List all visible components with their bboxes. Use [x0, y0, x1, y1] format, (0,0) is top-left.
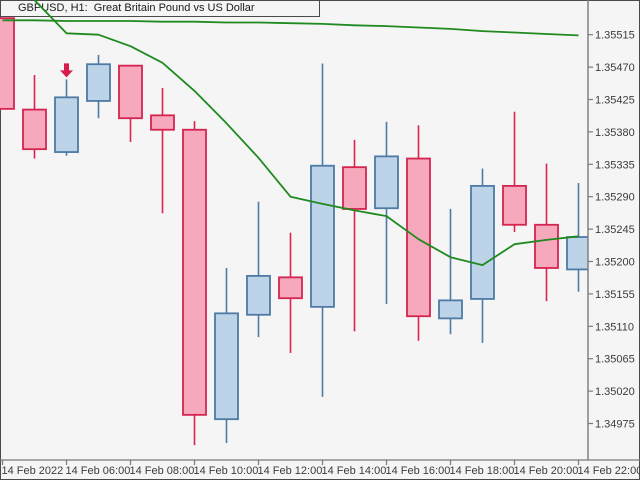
- time-tick-label: 14 Feb 08:00: [130, 465, 195, 477]
- candle-body: [150, 114, 175, 131]
- candle-body: [278, 276, 303, 300]
- candle-body: [470, 184, 495, 300]
- candle-body: [0, 17, 15, 110]
- candle-body: [438, 299, 463, 320]
- candle: [22, 75, 47, 159]
- price-tick-label: 1.35110: [595, 321, 634, 333]
- candle-body: [182, 128, 207, 416]
- candle: [214, 267, 239, 443]
- candle-body: [406, 157, 431, 318]
- ma-fast-line: [33, 0, 579, 267]
- price-tick-label: 1.35155: [595, 289, 635, 301]
- time-tick-label: 14 Feb 10:00: [194, 465, 259, 477]
- candle: [182, 121, 207, 446]
- price-tick-label: 1.35515: [595, 30, 635, 42]
- price-tick-label: 1.35335: [595, 159, 635, 171]
- candle-body: [22, 108, 47, 151]
- time-tick-label: 14 Feb 06:00: [66, 465, 131, 477]
- candle: [342, 139, 367, 332]
- candle-body: [86, 63, 111, 102]
- price-tick-label: 1.35380: [595, 127, 635, 139]
- price-tick-label: 1.35245: [595, 224, 635, 236]
- price-tick-label: 1.34975: [595, 419, 635, 431]
- price-tick-label: 1.35470: [595, 62, 635, 74]
- time-tick-label: 14 Feb 22:00: [578, 465, 640, 477]
- price-tick-label: 1.35020: [595, 386, 635, 398]
- candle-body: [534, 223, 559, 269]
- time-tick-label: 14 Feb 20:00: [514, 465, 579, 477]
- price-tick-label: 1.35065: [595, 354, 635, 366]
- time-tick-label: 14 Feb 2022: [2, 465, 64, 477]
- candle-body: [54, 96, 79, 153]
- candle-body: [374, 155, 399, 210]
- candles-layer: [0, 17, 588, 446]
- time-tick-label: 14 Feb 14:00: [322, 465, 387, 477]
- price-tick-label: 1.35290: [595, 192, 635, 204]
- candle: [374, 121, 399, 304]
- candle-body: [310, 164, 335, 308]
- candle: [502, 111, 527, 232]
- candle: [278, 232, 303, 353]
- time-tick-label: 14 Feb 12:00: [258, 465, 323, 477]
- candle: [406, 125, 431, 341]
- candle-body: [118, 64, 143, 120]
- chart-title: GBPUSD, H1: Great Britain Pound vs US Do…: [18, 2, 255, 14]
- candle: [438, 208, 463, 335]
- candle: [470, 168, 495, 343]
- sell-arrow-marker-icon: [60, 63, 73, 78]
- candle-body: [214, 312, 239, 421]
- candle: [246, 201, 271, 338]
- candle: [118, 64, 143, 142]
- candle: [150, 87, 175, 214]
- candle-body: [502, 184, 527, 226]
- chart-title-bar[interactable]: GBPUSD, H1: Great Britain Pound vs US Do…: [0, 0, 320, 17]
- candle: [54, 79, 79, 156]
- candle: [0, 17, 15, 110]
- candle: [86, 54, 111, 119]
- candle: [310, 63, 335, 397]
- price-tick-label: 1.35200: [595, 257, 635, 269]
- indicator-layer: [2, 0, 579, 267]
- ma-slow-line: [2, 19, 579, 37]
- candle-body: [566, 236, 588, 271]
- candle: [534, 163, 559, 302]
- time-tick-label: 14 Feb 16:00: [386, 465, 451, 477]
- candle-body: [246, 274, 271, 316]
- price-tick-label: 1.35425: [595, 95, 635, 107]
- candle-body: [342, 166, 367, 210]
- time-tick-label: 14 Feb 18:00: [450, 465, 515, 477]
